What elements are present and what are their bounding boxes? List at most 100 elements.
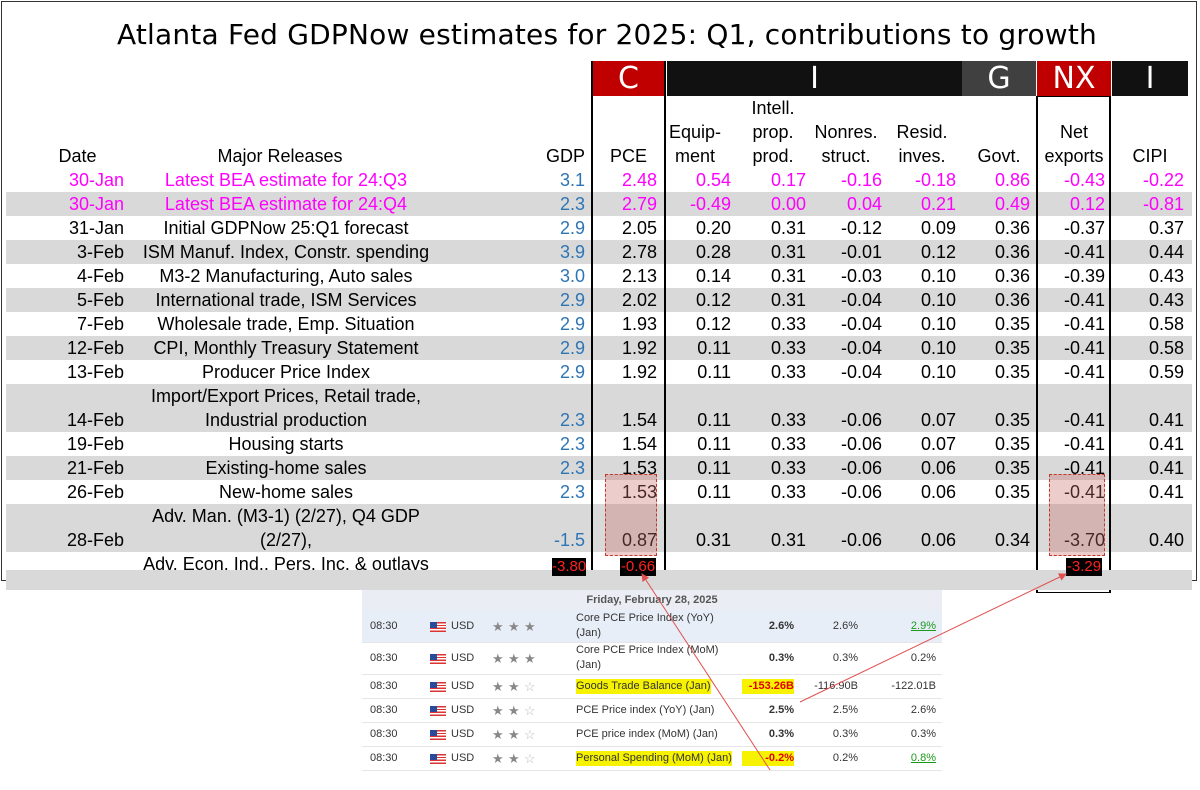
cal-actual: 2.6% [768, 619, 794, 632]
cell-release: Producer Price Index [126, 360, 446, 384]
cell-cipi: 0.41 [1148, 434, 1184, 454]
star-icon: ★ [492, 702, 504, 718]
nx-highlight-box [1049, 474, 1105, 556]
cell-nonres: 0.04 [846, 194, 882, 214]
gdp-change-value: -3.80 [552, 558, 587, 576]
cell-resid: 0.21 [920, 194, 956, 214]
cell-pce: 1.53 [621, 482, 657, 502]
cell-nx: -0.41 [1063, 290, 1105, 310]
cal-forecast: 2.5% [832, 703, 858, 716]
cal-event-line: Core PCE Price Index (MoM) [576, 644, 719, 656]
table-row: 26-Feb New-home sales 2.3 1.53 0.11 0.33 -0.06… [6, 480, 1192, 504]
nx-col-border-right [1109, 96, 1111, 592]
cell-date: 5-Feb [76, 290, 124, 310]
cal-event-line: (Jan) [576, 627, 602, 639]
cell-date: 31-Jan [68, 218, 124, 238]
cell-equip: -0.49 [689, 194, 731, 214]
cell-cipi: 0.40 [1148, 530, 1184, 550]
cell-release: Import/Export Prices, Retail trade, Indus… [126, 384, 446, 432]
cal-previous: 0.3% [910, 727, 936, 740]
release-line: Wholesale trade, Emp. Situation [157, 314, 415, 334]
cell-release: Latest BEA estimate for 24:Q4 [126, 192, 446, 216]
release-line: Producer Price Index [201, 362, 371, 382]
nx-col-border-bottom [1036, 592, 1111, 593]
cell-date: 3-Feb [76, 242, 124, 262]
release-line: New-home sales [218, 482, 354, 502]
cal-event: PCE price index (MoM) (Jan) [576, 727, 736, 742]
cell-gdp: 3.0 [559, 266, 585, 286]
cal-currency: USD [451, 619, 475, 632]
cell-gdp: 3.1 [559, 170, 585, 190]
cal-actual: -153.26B [742, 678, 794, 694]
calendar-row: 08:30 USD ★ ★ ☆ Personal Spending (MoM) (Jan)… [362, 746, 942, 771]
cell-pce: 2.02 [621, 290, 657, 310]
cell-pce: 1.54 [621, 410, 657, 430]
cal-time: 08:30 [370, 751, 398, 764]
cell-gdp: 2.9 [559, 338, 585, 358]
cell-nx: -0.41 [1063, 314, 1105, 334]
cal-event-line: (Jan) [576, 659, 602, 671]
cell-resid: 0.10 [920, 338, 956, 358]
cell-release: ISM Manuf. Index, Constr. spending [126, 240, 446, 264]
cal-forecast: 0.3% [832, 651, 858, 664]
cal-event: Core PCE Price Index (MoM) (Jan) [576, 643, 736, 673]
col-header-line: CIPI [1132, 146, 1168, 166]
cell-nonres: -0.01 [840, 242, 882, 262]
cell-pce: 2.78 [621, 242, 657, 262]
col-header-line: exports [1044, 146, 1104, 166]
cal-time: 08:30 [370, 619, 398, 632]
col-header-govt: Govt. [962, 144, 1036, 168]
col-header-line: Resid. [896, 122, 948, 142]
cell-cipi: 0.43 [1148, 266, 1184, 286]
cell-equip: 0.54 [695, 170, 731, 190]
cal-previous: 0.8% [910, 751, 936, 764]
cell-release: CPI, Monthly Treasury Statement [126, 336, 446, 360]
cal-previous: 2.9% [910, 619, 936, 632]
cal-event: Goods Trade Balance (Jan) [576, 678, 736, 694]
table-row: 4-Feb M3-2 Manufacturing, Auto sales 3.0 2.… [6, 264, 1192, 288]
cell-equip: 0.31 [695, 530, 731, 550]
nx-change-value: -3.29 [1066, 558, 1102, 576]
cal-actual: 0.3% [768, 651, 794, 664]
calendar-date-header: Friday, February 28, 2025 [362, 590, 942, 611]
pce-change-value: -0.66 [620, 558, 656, 576]
cell-nonres: -0.04 [840, 314, 882, 334]
calendar-row: 08:30 USD ★ ★ ☆ PCE Price index (YoY) (Jan) 2.… [362, 698, 942, 723]
cell-equip: 0.11 [697, 338, 731, 358]
cell-equip: 0.12 [695, 314, 731, 334]
calendar-row: 08:30 USD ★ ★ ★ Core PCE Price Index (MoM)(Ja… [362, 642, 942, 675]
cell-date: 21-Feb [66, 458, 124, 478]
cell-govt: 0.35 [994, 338, 1030, 358]
release-line: International trade, ISM Services [155, 290, 417, 310]
cell-ipp: 0.31 [770, 218, 806, 238]
star-icon: ★ [508, 726, 520, 742]
cell-cipi: 0.58 [1148, 314, 1184, 334]
star-icon: ★ [492, 650, 504, 666]
cell-nonres: -0.12 [840, 218, 882, 238]
cell-resid: 0.10 [920, 362, 956, 382]
col-header-line: prod. [752, 146, 794, 166]
economic-calendar: Friday, February 28, 2025 08:30 USD ★ ★ ★ Cor… [362, 590, 942, 788]
cell-ipp: 0.33 [770, 338, 806, 358]
cell-ipp: 0.33 [770, 482, 806, 502]
release-line: Existing-home sales [205, 458, 367, 478]
us-flag-icon [430, 621, 446, 632]
cell-ipp: 0.31 [770, 242, 806, 262]
cell-equip: 0.11 [697, 434, 731, 454]
cal-forecast: -116.90B [814, 679, 858, 692]
cell-gdp: 2.3 [559, 482, 585, 502]
star-icon: ★ [508, 702, 520, 718]
cell-resid: 0.10 [920, 314, 956, 334]
cal-currency: USD [451, 751, 475, 764]
cell-ipp: 0.17 [770, 170, 806, 190]
cell-gdp: 2.9 [559, 290, 585, 310]
footer-shade [6, 570, 1192, 590]
release-line: Initial GDPNow 25:Q1 forecast [163, 218, 409, 238]
cell-nonres: -0.04 [840, 338, 882, 358]
cell-govt: 0.36 [994, 266, 1030, 286]
table-row: 31-Jan Initial GDPNow 25:Q1 forecast 2.9 2.… [6, 216, 1192, 240]
cell-cipi: 0.41 [1148, 482, 1184, 502]
col-header-line: inves. [898, 146, 946, 166]
cal-previous: 2.6% [910, 703, 936, 716]
star-outline-icon: ☆ [524, 702, 536, 718]
